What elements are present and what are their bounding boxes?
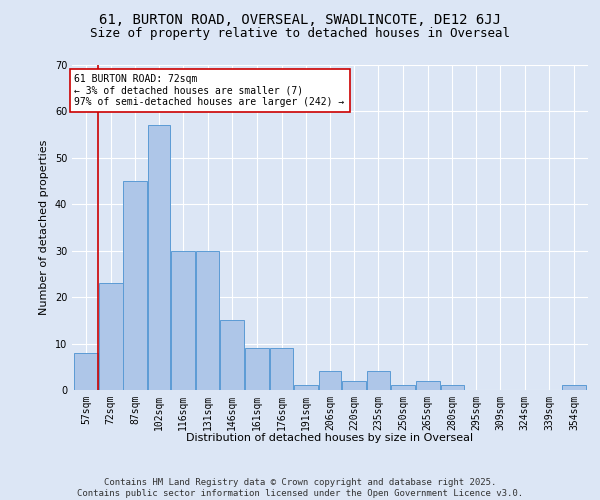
Bar: [269, 348, 293, 390]
Text: 61 BURTON ROAD: 72sqm
← 3% of detached houses are smaller (7)
97% of semi-detach: 61 BURTON ROAD: 72sqm ← 3% of detached h…: [74, 74, 345, 108]
Bar: [148, 126, 170, 390]
Bar: [319, 372, 341, 390]
Text: Size of property relative to detached houses in Overseal: Size of property relative to detached ho…: [90, 28, 510, 40]
Bar: [245, 348, 269, 390]
Bar: [196, 250, 220, 390]
Bar: [171, 250, 195, 390]
Bar: [294, 386, 318, 390]
X-axis label: Distribution of detached houses by size in Overseal: Distribution of detached houses by size …: [187, 433, 473, 443]
Bar: [367, 372, 391, 390]
Text: Contains HM Land Registry data © Crown copyright and database right 2025.
Contai: Contains HM Land Registry data © Crown c…: [77, 478, 523, 498]
Bar: [391, 386, 415, 390]
Bar: [562, 386, 586, 390]
Bar: [74, 353, 98, 390]
Bar: [124, 181, 147, 390]
Bar: [440, 386, 464, 390]
Y-axis label: Number of detached properties: Number of detached properties: [39, 140, 49, 315]
Bar: [99, 283, 122, 390]
Text: 61, BURTON ROAD, OVERSEAL, SWADLINCOTE, DE12 6JJ: 61, BURTON ROAD, OVERSEAL, SWADLINCOTE, …: [99, 12, 501, 26]
Bar: [416, 380, 440, 390]
Bar: [342, 380, 366, 390]
Bar: [220, 320, 244, 390]
